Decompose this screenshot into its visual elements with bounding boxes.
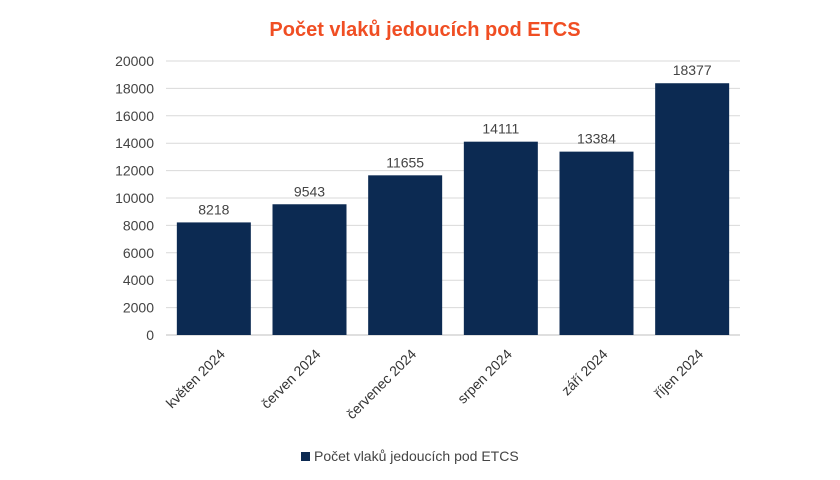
x-tick-label: září 2024 (558, 346, 611, 399)
y-tick-label: 20000 (115, 53, 154, 69)
bar (368, 175, 443, 335)
bar (272, 204, 347, 335)
data-label: 8218 (198, 201, 229, 217)
y-tick-label: 2000 (123, 300, 154, 316)
y-tick-label: 18000 (115, 80, 154, 96)
data-label: 18377 (673, 62, 712, 78)
y-tick-label: 10000 (115, 190, 154, 206)
data-label: 14111 (482, 121, 519, 137)
x-tick-label: květen 2024 (163, 346, 228, 411)
y-tick-label: 8000 (123, 217, 154, 233)
legend-label: Počet vlaků jedoucích pod ETCS (314, 448, 519, 464)
legend: Počet vlaků jedoucích pod ETCS (301, 448, 519, 464)
data-label: 9543 (294, 183, 325, 199)
y-tick-label: 4000 (123, 272, 154, 288)
x-axis-ticks: květen 2024 červen 2024 červenec 2024 srpen… (163, 346, 707, 422)
x-tick-label: říjen 2024 (651, 346, 706, 401)
y-tick-label: 14000 (115, 135, 154, 151)
y-tick-label: 6000 (123, 245, 154, 261)
bar (176, 222, 251, 335)
bar (463, 141, 538, 335)
y-tick-label: 0 (146, 327, 154, 343)
chart-title: Počet vlaků jedoucích pod ETCS (269, 19, 580, 41)
y-tick-label: 16000 (115, 108, 154, 124)
data-label: 11655 (386, 154, 424, 170)
bars (176, 83, 730, 335)
gridlines (166, 60, 740, 336)
x-tick-label: srpen 2024 (454, 346, 515, 407)
data-labels: 8218 9543 11655 14111 13384 18377 (198, 62, 712, 217)
data-label: 13384 (577, 131, 616, 147)
bar (655, 83, 730, 335)
y-axis-ticks: 0 2000 4000 6000 8000 10000 12000 14000 16000 180… (115, 53, 154, 343)
y-tick-label: 12000 (115, 163, 154, 179)
bar (559, 151, 634, 335)
x-tick-label: červen 2024 (258, 346, 324, 412)
legend-swatch (301, 452, 310, 461)
x-tick-label: červenec 2024 (343, 346, 419, 422)
